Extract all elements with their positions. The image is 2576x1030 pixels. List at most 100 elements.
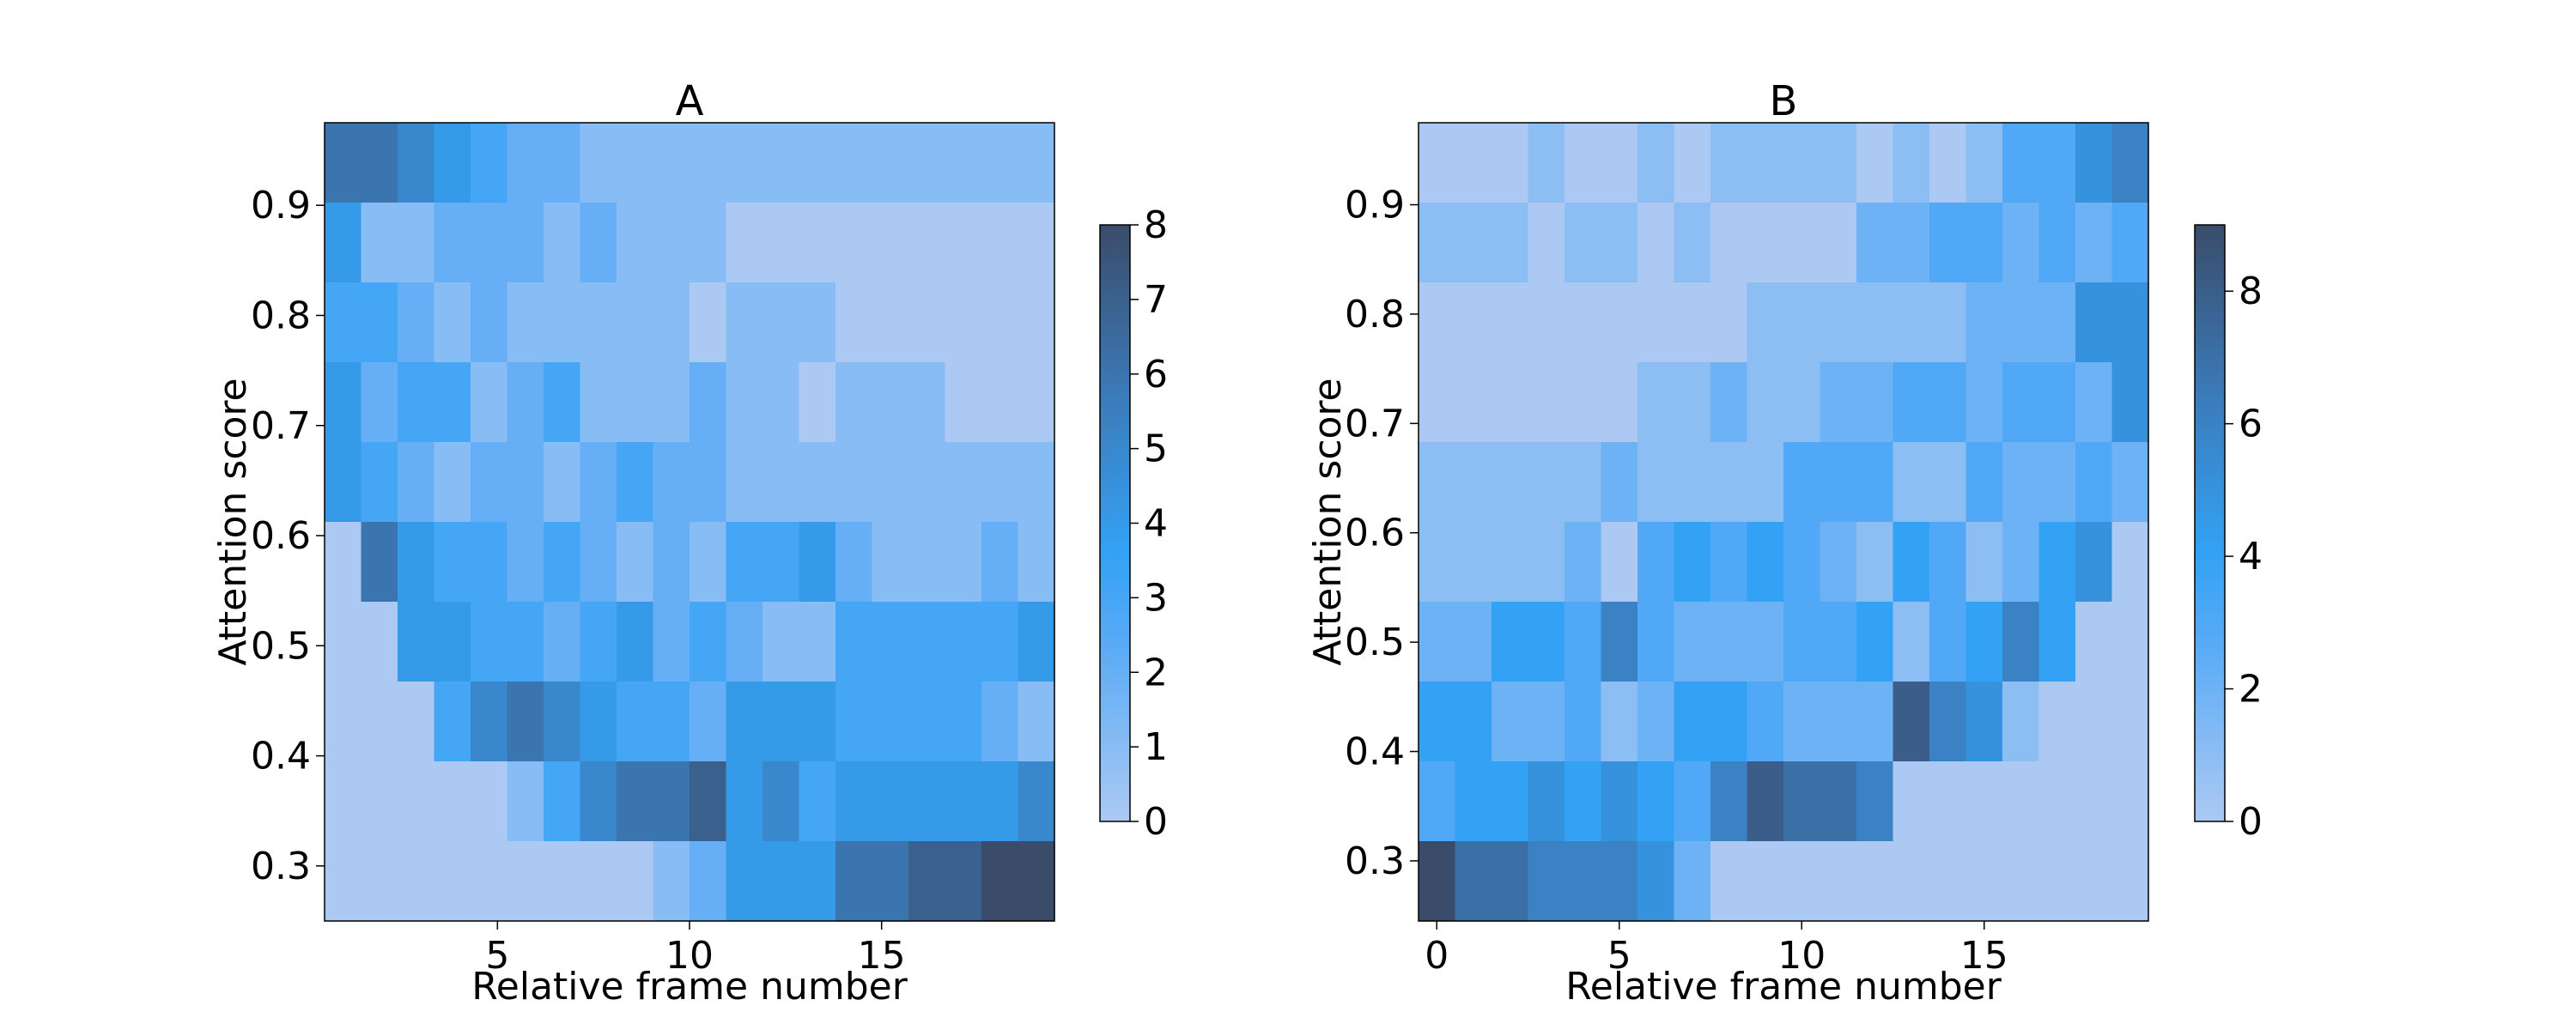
heatmap-cell <box>799 682 836 762</box>
heatmap-cell <box>1637 761 1675 842</box>
panel-b-colorbar-ticks: 0 2 4 6 8 <box>2225 270 2263 844</box>
heatmap-cell <box>1893 522 1930 603</box>
heatmap-cell <box>1710 602 1748 682</box>
heatmap-cell <box>2038 761 2076 842</box>
heatmap-cell <box>580 203 617 283</box>
heatmap-cell <box>726 682 763 762</box>
panel-a-cells <box>325 123 1055 922</box>
heatmap-cell <box>1783 362 1821 443</box>
heatmap-cell <box>580 841 617 922</box>
heatmap-cell <box>434 602 471 682</box>
heatmap-cell <box>580 602 617 682</box>
heatmap-cell <box>2075 841 2113 922</box>
heatmap-cell <box>1528 362 1565 443</box>
panel-b-frame <box>1418 122 2149 922</box>
heatmap-cell <box>799 282 836 363</box>
heatmap-cell <box>835 442 873 523</box>
heatmap-cell <box>1455 522 1492 603</box>
heatmap-cell <box>908 602 946 682</box>
heatmap-cell <box>872 123 909 203</box>
heatmap-cell <box>1965 362 2003 443</box>
heatmap-cell <box>1018 682 1055 762</box>
heatmap-cell <box>1929 522 1967 603</box>
heatmap-cell <box>361 841 398 922</box>
heatmap-cell <box>908 282 946 363</box>
heatmap-cell <box>1856 442 1894 523</box>
heatmap-cell <box>398 442 435 523</box>
heatmap-cell <box>2075 602 2113 682</box>
heatmap-cell <box>325 442 362 523</box>
heatmap-cell <box>1856 123 1894 203</box>
heatmap-cell <box>361 203 398 283</box>
heatmap-cell <box>1564 203 1602 283</box>
heatmap-cell <box>1564 761 1602 842</box>
heatmap-cell <box>690 841 727 922</box>
heatmap-cell <box>580 682 617 762</box>
heatmap-cell <box>945 442 982 523</box>
heatmap-cell <box>1929 841 1967 922</box>
heatmap-cell <box>2002 761 2040 842</box>
panel-a: A 5 10 15 0.30.40.50.60.70.80.9 Relative f… <box>211 77 1168 1009</box>
heatmap-cell <box>1965 282 2003 363</box>
heatmap-cell <box>507 841 544 922</box>
heatmap-cell <box>1601 362 1638 443</box>
heatmap-cell <box>1564 442 1602 523</box>
heatmap-cell <box>981 203 1019 283</box>
heatmap-cell <box>2075 761 2113 842</box>
panel-b-y-label: Attention score <box>1306 378 1350 665</box>
heatmap-cell <box>1564 602 1602 682</box>
heatmap-cell <box>1018 841 1055 922</box>
heatmap-cell <box>835 362 873 443</box>
heatmap-cell <box>544 682 581 762</box>
heatmap-cell <box>1893 362 1930 443</box>
heatmap-cell <box>1856 761 1894 842</box>
heatmap-cell <box>908 442 946 523</box>
heatmap-cell <box>799 761 836 842</box>
heatmap-cell <box>1929 282 1967 363</box>
heatmap-cell <box>544 123 581 203</box>
heatmap-cell <box>434 841 471 922</box>
heatmap-cell <box>1637 682 1675 762</box>
heatmap-cell <box>835 203 873 283</box>
heatmap-cell <box>1528 682 1565 762</box>
heatmap-cell <box>690 123 727 203</box>
heatmap-cell <box>1492 522 1529 603</box>
colorbar-tick-label: 0 <box>2239 800 2263 844</box>
heatmap-cell <box>2111 761 2149 842</box>
heatmap-cell <box>1564 841 1602 922</box>
heatmap-cell <box>1747 282 1784 363</box>
panel-b-x-ticks: 0 5 10 15 <box>1425 921 2008 978</box>
heatmap-cell <box>908 682 946 762</box>
heatmap-cell <box>471 841 508 922</box>
heatmap-cell <box>835 841 873 922</box>
heatmap-cell <box>945 362 982 443</box>
heatmap-cell <box>1929 761 1967 842</box>
heatmap-cell <box>908 123 946 203</box>
heatmap-cell <box>726 761 763 842</box>
heatmap-cell <box>580 362 617 443</box>
heatmap-cell <box>325 203 362 283</box>
heatmap-cell <box>2111 522 2149 603</box>
heatmap-cell <box>1965 522 2003 603</box>
heatmap-cell <box>2075 442 2113 523</box>
heatmap-cell <box>507 602 544 682</box>
heatmap-cell <box>1710 123 1748 203</box>
heatmap-cell <box>1455 203 1492 283</box>
heatmap-cell <box>981 761 1019 842</box>
heatmap-cell <box>1856 203 1894 283</box>
heatmap-cell <box>1965 761 2003 842</box>
heatmap-cell <box>799 362 836 443</box>
heatmap-cell <box>1820 203 1857 283</box>
colorbar-tick-label: 0 <box>1144 800 1168 844</box>
panel-a-x-ticks: 5 10 15 <box>485 921 906 978</box>
heatmap-cell <box>617 362 654 443</box>
heatmap-cell <box>653 203 690 283</box>
heatmap-cell <box>434 442 471 523</box>
heatmap-cell <box>1419 442 1456 523</box>
heatmap-cell <box>1455 841 1492 922</box>
heatmap-cell <box>1783 522 1821 603</box>
heatmap-cell <box>1018 761 1055 842</box>
heatmap-cell <box>507 761 544 842</box>
heatmap-cell <box>2111 442 2149 523</box>
